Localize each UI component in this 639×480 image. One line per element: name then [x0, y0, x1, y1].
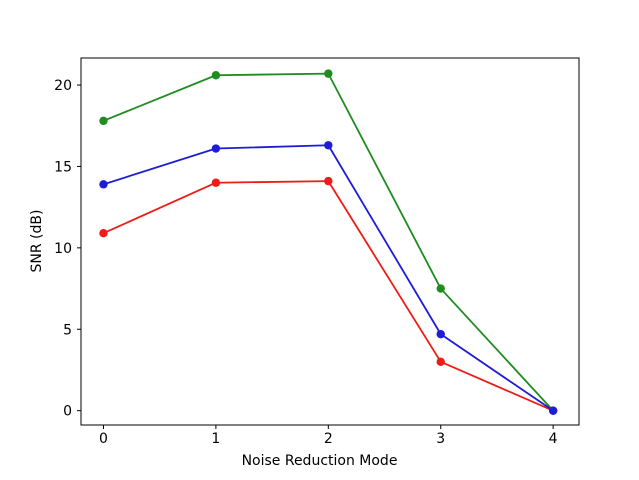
x-axis-label: Noise Reduction Mode — [241, 453, 398, 469]
x-tick-label: 4 — [549, 431, 558, 447]
data-point-blue — [324, 141, 333, 150]
data-point-blue — [436, 329, 445, 339]
y-tick-label: 20 — [54, 78, 72, 94]
x-tick-label: 2 — [324, 431, 333, 447]
data-point-blue — [211, 144, 221, 153]
y-tick-label: 0 — [63, 404, 72, 420]
y-tick-label: 5 — [63, 322, 72, 338]
axes-frame — [80, 57, 580, 426]
data-point-red — [211, 178, 221, 187]
y-tick-label: 10 — [54, 241, 72, 257]
data-point-red — [436, 357, 445, 367]
x-tick-label: 0 — [99, 431, 108, 447]
series-line-red — [102, 180, 555, 412]
x-tick-label: 1 — [211, 431, 220, 447]
y-axis-label: SNR (dB) — [29, 209, 45, 273]
data-point-green — [211, 71, 221, 80]
series-line-green — [102, 72, 555, 412]
data-point-green — [324, 69, 333, 78]
data-point-green — [99, 116, 108, 126]
x-tick-label: 3 — [436, 431, 445, 447]
data-point-red — [324, 176, 333, 186]
y-tick-label: 15 — [54, 159, 72, 175]
data-point-blue — [99, 180, 108, 189]
data-point-red — [99, 228, 108, 238]
data-point-blue — [548, 406, 558, 415]
data-point-green — [436, 284, 445, 293]
